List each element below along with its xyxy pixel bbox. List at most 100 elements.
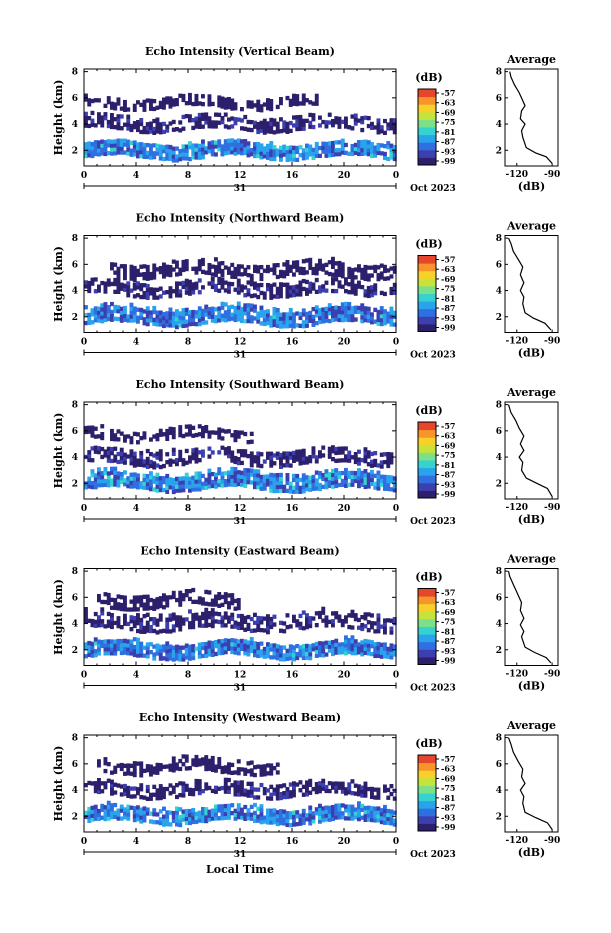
heatmap-cell xyxy=(116,616,121,621)
heatmap-cell xyxy=(366,310,371,315)
heatmap-cell xyxy=(373,485,378,490)
heatmap-cell xyxy=(188,432,192,437)
heatmap-cell xyxy=(331,785,335,790)
heatmap-cell xyxy=(178,149,183,154)
heatmap-cell xyxy=(288,285,293,290)
heatmap-cell xyxy=(162,790,166,796)
heatmap-cell xyxy=(97,647,101,652)
heatmap-cell xyxy=(285,814,290,820)
heatmap-cell xyxy=(90,469,95,474)
heatmap-cell xyxy=(314,782,319,787)
heatmap-cell xyxy=(230,450,235,455)
heatmap-cell xyxy=(360,139,365,145)
heatmap-cell xyxy=(178,425,183,430)
heatmap-cell xyxy=(282,324,287,329)
heatmap-cell xyxy=(318,262,322,267)
heatmap-cell xyxy=(197,424,202,429)
heatmap-cell xyxy=(360,143,365,149)
heatmap-cell xyxy=(311,270,316,276)
heatmap-cell xyxy=(162,605,166,610)
heatmap-cell xyxy=(132,652,137,658)
heatmap-cell xyxy=(308,644,313,649)
heatmap-cell xyxy=(155,318,160,323)
heatmap-cell xyxy=(295,473,300,479)
heatmap-cell xyxy=(230,312,235,317)
heatmap-cell xyxy=(106,647,111,652)
heatmap-cell xyxy=(110,620,114,626)
heatmap-cell xyxy=(327,153,332,158)
heatmap-cell xyxy=(149,617,153,622)
heatmap-cell xyxy=(181,144,186,149)
heatmap-cell xyxy=(230,138,235,143)
heatmap-cell xyxy=(314,145,319,151)
heatmap-cell xyxy=(175,313,179,318)
heatmap-cell xyxy=(103,478,108,484)
heatmap-cell xyxy=(360,311,365,316)
heatmap-cell xyxy=(210,598,215,603)
heatmap-cell xyxy=(97,310,101,315)
heatmap-cell xyxy=(314,459,319,464)
heatmap-cell xyxy=(119,643,124,648)
heatmap-cell xyxy=(90,813,95,818)
heatmap-cell xyxy=(282,274,287,279)
heatmap-cell xyxy=(155,792,160,797)
heatmap-cell xyxy=(100,789,105,794)
heatmap-cell xyxy=(318,781,322,786)
heatmap-cell xyxy=(214,144,218,149)
heatmap-cell xyxy=(113,769,118,774)
heatmap-cell xyxy=(123,603,127,608)
heatmap-cell xyxy=(331,484,335,489)
heatmap-cell xyxy=(331,472,335,477)
heatmap-cell xyxy=(152,770,157,775)
heatmap-cell xyxy=(246,149,251,154)
heatmap-cell xyxy=(327,149,332,154)
heatmap-cells xyxy=(84,424,397,495)
heatmap-cell xyxy=(207,817,212,822)
heatmap-cell xyxy=(207,611,212,616)
x-tick-label: 12 xyxy=(234,504,247,514)
heatmap-cell xyxy=(249,480,254,485)
heatmap-cell xyxy=(220,445,225,450)
y-tick-label: 4 xyxy=(72,287,78,297)
heatmap-cell xyxy=(389,630,394,635)
heatmap-cell xyxy=(217,314,222,319)
heatmap-cell xyxy=(314,289,319,294)
heatmap-cell xyxy=(279,269,283,275)
heatmap-cell xyxy=(210,430,215,435)
heatmap-cell xyxy=(119,639,124,644)
heatmap-cell xyxy=(162,105,166,110)
heatmap-cell xyxy=(308,455,313,460)
heatmap-cell xyxy=(376,486,381,491)
heatmap-cell xyxy=(84,305,88,310)
heatmap-cell xyxy=(288,656,293,661)
heatmap-cell xyxy=(321,618,326,623)
heatmap-cell xyxy=(168,644,173,649)
heatmap-cell xyxy=(207,648,212,653)
heatmap-cell xyxy=(103,809,108,814)
heatmap-cell xyxy=(181,597,186,602)
heatmap-cell xyxy=(149,452,153,457)
colorbar-segment xyxy=(418,96,436,105)
heatmap-cell xyxy=(168,810,173,815)
colorbar-tick-label: -99 xyxy=(441,489,456,499)
average-y-tick-label: 4 xyxy=(496,120,502,130)
heatmap-cell xyxy=(269,796,274,801)
heatmap-cell xyxy=(275,274,280,280)
average-x-tick-label: -90 xyxy=(544,503,560,513)
colorbar-tick-label: -57 xyxy=(441,255,455,265)
heatmap-cell xyxy=(139,315,144,320)
heatmap-cell xyxy=(103,624,108,629)
heatmap-cell xyxy=(360,275,365,280)
heatmap-cell xyxy=(282,657,287,662)
heatmap-cell xyxy=(113,281,118,287)
heatmap-cell xyxy=(350,816,355,821)
heatmap-cell xyxy=(110,613,114,618)
heatmap-cell xyxy=(285,157,290,162)
heatmap-cell xyxy=(152,99,157,104)
heatmap-cell xyxy=(233,642,238,647)
heatmap-cell xyxy=(259,143,264,148)
heatmap-cell xyxy=(97,808,101,814)
heatmap-cell xyxy=(311,450,316,455)
heatmap-cell xyxy=(240,264,244,269)
heatmap-cell xyxy=(188,459,192,464)
